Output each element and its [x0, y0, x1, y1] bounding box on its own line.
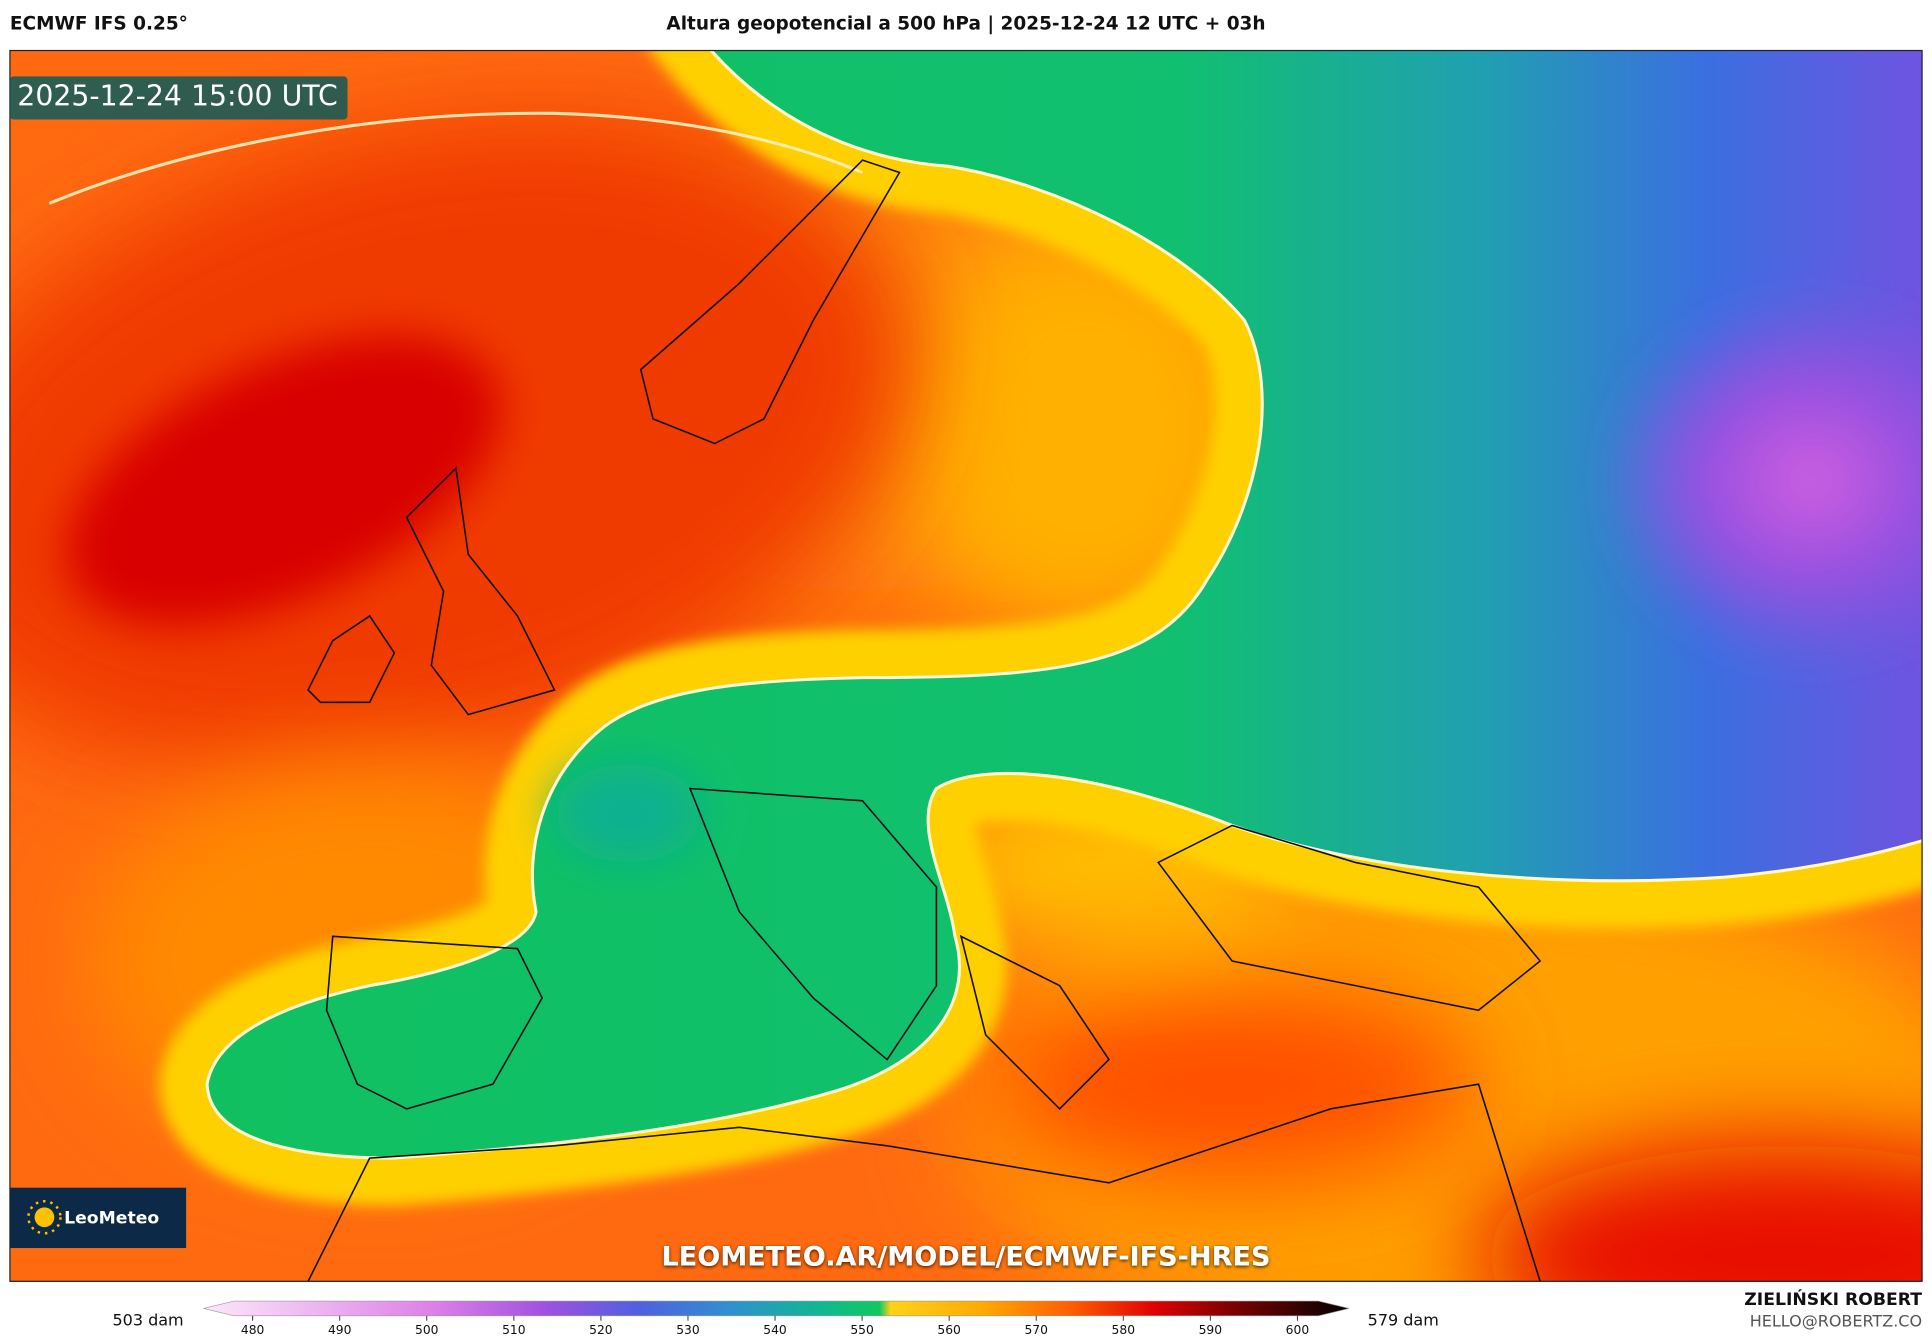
- colorbar-tick-label: 560: [937, 1323, 961, 1337]
- colorbar-tick-label: 580: [1112, 1323, 1136, 1337]
- colorbar-tick-label: 570: [1024, 1323, 1048, 1337]
- colorbar-tick-label: 510: [502, 1323, 526, 1337]
- colorbar-tick-label: 550: [850, 1323, 874, 1337]
- colorbar-tick-label: 500: [415, 1323, 439, 1337]
- map-frame: [9, 49, 1923, 1282]
- logo-sun: [34, 1207, 55, 1228]
- colorbar-tick-label: 600: [1286, 1323, 1310, 1337]
- colorbar-tick-label: 530: [676, 1323, 700, 1337]
- model-name: ECMWF IFS 0.25°: [10, 14, 188, 35]
- colorbar-max-label: 579 dam: [1368, 1310, 1439, 1329]
- map-title: Altura geopotencial a 500 hPa | 2025-12-…: [666, 14, 1265, 35]
- credit-email: HELLO@ROBERTZ.CO: [1750, 1311, 1922, 1330]
- source-url: LEOMETEO.AR/MODEL/ECMWF-IFS-HRES: [662, 1241, 1271, 1272]
- colorbar: [203, 1300, 1350, 1317]
- colorbar-tick-label: 520: [589, 1323, 613, 1337]
- colorbar-tick-label: 490: [328, 1323, 352, 1337]
- colorbar-tick-label: 590: [1199, 1323, 1223, 1337]
- logo-text: LeoMeteo: [64, 1208, 159, 1228]
- colorbar-tick-label: 480: [241, 1323, 265, 1337]
- colorbar-ticks: 480 490 500 510 520 530 540 550 560 570 580 590 600: [241, 1315, 1310, 1337]
- colorbar-min-label: 503 dam: [112, 1310, 183, 1329]
- timestamp: 2025-12-24 15:00 UTC: [17, 79, 337, 112]
- colorbar-tick-label: 540: [763, 1323, 787, 1337]
- coastlines: [307, 159, 1542, 1282]
- credit-name: ZIELIŃSKI ROBERT: [1744, 1288, 1922, 1310]
- timestamp-box: [9, 76, 348, 120]
- logo-rays: [27, 1200, 62, 1235]
